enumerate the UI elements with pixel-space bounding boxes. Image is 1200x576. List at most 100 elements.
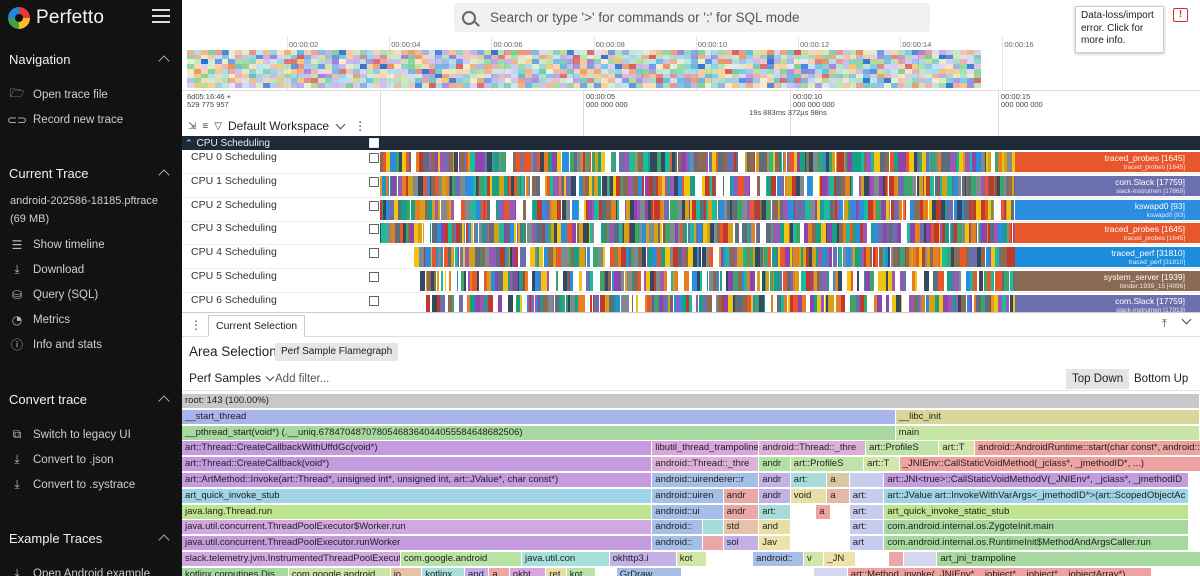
search-input[interactable] xyxy=(490,10,920,25)
cpu-slice[interactable] xyxy=(892,271,895,291)
cpu-slice[interactable] xyxy=(851,175,854,196)
cpu-slice[interactable] xyxy=(764,294,766,315)
cpu-slice[interactable] xyxy=(783,152,787,172)
cpu-slice[interactable] xyxy=(806,247,809,268)
cpu-slice[interactable] xyxy=(843,247,846,268)
cpu-slice[interactable] xyxy=(545,175,548,196)
cpu-slice[interactable] xyxy=(759,152,763,172)
cpu-slice[interactable] xyxy=(923,199,929,220)
flamegraph-frame[interactable]: art::JValue art::InvokeWithVarArgs<_jmet… xyxy=(884,488,1189,503)
cpu-slice[interactable] xyxy=(986,152,988,172)
cpu-slice[interactable] xyxy=(987,175,990,196)
cpu-slice[interactable] xyxy=(593,247,596,268)
cpu-slice[interactable] xyxy=(871,152,875,172)
cpu-slice[interactable] xyxy=(833,175,836,196)
cpu-slice[interactable] xyxy=(442,175,447,196)
cpu-slice[interactable] xyxy=(767,152,770,172)
cpu-slice[interactable] xyxy=(738,271,742,291)
cpu-slice[interactable] xyxy=(847,152,850,172)
timeline-overview[interactable]: 00:00:02 00:00:04 00:00:06 00:00:08 00:00:10… xyxy=(182,37,1200,90)
cpu-slice[interactable] xyxy=(674,175,678,196)
cpu-slice[interactable] xyxy=(784,247,790,268)
cpu-slice[interactable] xyxy=(848,199,850,220)
cpu-slice[interactable] xyxy=(463,247,465,268)
cpu-slice[interactable] xyxy=(632,294,634,315)
cpu-slice[interactable] xyxy=(772,271,775,291)
cpu-slice[interactable] xyxy=(583,247,586,268)
flamegraph-frame[interactable]: Jav xyxy=(759,536,791,551)
cpu-slice[interactable] xyxy=(419,247,424,268)
cpu-slice[interactable] xyxy=(817,294,821,315)
cpu-slice[interactable] xyxy=(1009,271,1013,291)
cpu-slice[interactable] xyxy=(485,199,488,220)
flamegraph-frame[interactable] xyxy=(831,504,850,519)
cpu-slice[interactable] xyxy=(940,271,944,291)
cpu-slice[interactable] xyxy=(664,271,668,291)
cpu-slice[interactable] xyxy=(494,247,497,268)
cpu-slice[interactable] xyxy=(943,294,948,315)
cpu-slice[interactable] xyxy=(652,152,657,172)
cpu-slice[interactable] xyxy=(458,247,460,268)
cpu-slice[interactable] xyxy=(425,247,431,268)
cpu-slice[interactable] xyxy=(789,152,794,172)
track-last-slice[interactable]: com.Slack [17759] slack-instrumen [17913] xyxy=(1015,294,1200,315)
flamegraph-frame[interactable]: art::ArtMethod::Invoke(art::Thread*, uns… xyxy=(182,473,653,487)
cpu-slice[interactable] xyxy=(644,271,646,291)
cpu-slice[interactable] xyxy=(828,175,834,196)
cpu-slice[interactable] xyxy=(790,271,793,291)
cpu-slice[interactable] xyxy=(703,223,707,244)
cpu-slice[interactable] xyxy=(543,247,548,268)
cpu-slice[interactable] xyxy=(794,271,799,291)
cpu-slice[interactable] xyxy=(544,223,549,244)
cpu-slice[interactable] xyxy=(728,247,731,268)
cpu-slice[interactable] xyxy=(601,175,607,196)
cpu-slice[interactable] xyxy=(793,271,795,291)
cpu-slice[interactable] xyxy=(730,199,733,220)
cpu-slice[interactable] xyxy=(679,294,682,315)
cpu-slice[interactable] xyxy=(537,294,541,315)
cpu-slice[interactable] xyxy=(629,247,632,268)
cpu-slice[interactable] xyxy=(438,152,441,172)
cpu-slice[interactable] xyxy=(475,152,481,172)
cpu-slice[interactable] xyxy=(534,271,541,291)
cpu-slice[interactable] xyxy=(799,199,803,220)
cpu-slice[interactable] xyxy=(659,199,664,220)
cpu-slice[interactable] xyxy=(837,152,843,172)
cpu-slice[interactable] xyxy=(842,152,844,172)
cpu-slice[interactable] xyxy=(792,294,798,315)
cpu-slice[interactable] xyxy=(958,175,962,196)
cpu-slice[interactable] xyxy=(501,152,506,172)
cpu-slice[interactable] xyxy=(504,223,507,244)
cpu-slice[interactable] xyxy=(455,223,460,244)
cpu-slice[interactable] xyxy=(971,175,977,196)
cpu-slice[interactable] xyxy=(474,247,480,268)
cpu-slice[interactable] xyxy=(946,271,951,291)
cpu-slice[interactable] xyxy=(817,247,822,268)
cpu-slice[interactable] xyxy=(920,294,922,315)
flamegraph-frame[interactable] xyxy=(596,567,617,576)
cpu-slice[interactable] xyxy=(863,247,866,268)
cpu-slice[interactable] xyxy=(705,199,708,220)
cpu-slice[interactable] xyxy=(921,152,927,172)
cpu-slice[interactable] xyxy=(552,175,555,196)
cpu-slice[interactable] xyxy=(674,271,679,291)
cpu-slice[interactable] xyxy=(639,223,642,244)
cpu-slice[interactable] xyxy=(431,199,435,220)
cpu-slice[interactable] xyxy=(724,294,729,315)
cpu-slice[interactable] xyxy=(747,223,749,244)
track-cpu-6-scheduling[interactable]: CPU 6 Scheduling com.Slack [17759] slack-i… xyxy=(182,293,1200,317)
cpu-slice[interactable] xyxy=(728,294,733,315)
cpu-slice[interactable] xyxy=(549,175,553,196)
cpu-slice[interactable] xyxy=(851,247,853,268)
cpu-slice[interactable] xyxy=(957,199,963,220)
cpu-slice[interactable] xyxy=(454,223,456,244)
cpu-slice[interactable] xyxy=(772,152,776,172)
cpu-slice[interactable] xyxy=(590,271,594,291)
cpu-slice[interactable] xyxy=(461,223,464,244)
cpu-slice[interactable] xyxy=(488,199,491,220)
cpu-slice[interactable] xyxy=(820,199,824,220)
cpu-slice[interactable] xyxy=(468,223,471,244)
flamegraph-frame[interactable]: andr xyxy=(723,488,760,503)
cpu-slice[interactable] xyxy=(873,223,878,244)
cpu-slice[interactable] xyxy=(726,152,729,172)
